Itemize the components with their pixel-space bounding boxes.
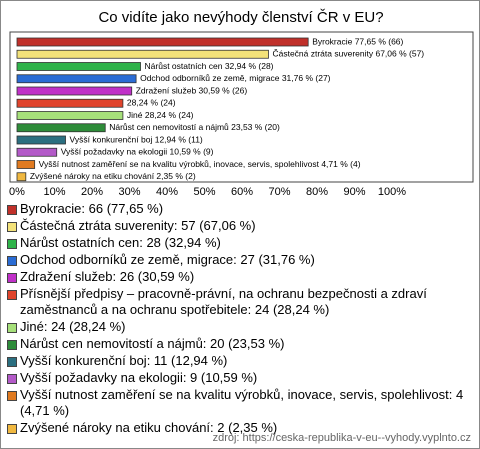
bar [16,111,124,120]
legend-label: Nárůst ostatních cen: 28 (32,94 %) [20,235,221,250]
bar [16,86,133,96]
bar-label: Nárůst ostatních cen 32,94 % (28) [145,61,274,71]
legend-label: Zdražení služeb: 26 (30,59 %) [20,269,195,284]
legend-swatch [7,357,17,367]
bar-label: 28,24 % (24) [127,98,176,108]
legend-swatch [7,424,17,434]
bar [16,147,58,157]
legend-item: Nárůst cen nemovitostí a nájmů: 20 (23,5… [7,336,473,352]
bar [16,62,141,71]
x-tick-label: 90% [343,186,365,198]
legend-item: Vyšší nutnost zaměření se na kvalitu výr… [7,387,473,419]
legend-swatch [7,222,17,232]
legend-label: Byrokracie: 66 (77,65 %) [20,201,164,216]
bar-label: Vyšší nutnost zaměření se na kvalitu výr… [39,159,361,169]
bar [16,74,137,84]
legend-item: Přísnější předpisy – pracovně-právní, na… [7,286,473,318]
legend-swatch [7,391,17,401]
legend-label: Jiné: 24 (28,24 %) [20,319,126,334]
bar [16,172,27,182]
legend-swatch [7,239,17,249]
x-tick-label: 0% [9,186,25,198]
legend-item: Jiné: 24 (28,24 %) [7,319,473,335]
x-tick-label: 100% [378,186,406,198]
bar-label: Jiné 28,24 % (24) [127,110,194,120]
source: zdroj: https://ceska-republika-v-eu--vyh… [212,432,471,444]
legend-swatch [7,374,17,384]
legend-item: Zdražení služeb: 26 (30,59 %) [7,269,473,285]
legend-item: Zvýšené nároky na etiku chování: 2 (2,35… [7,420,473,436]
x-tick-label: 50% [193,186,215,198]
legend-label: Zvýšené nároky na etiku chování: 2 (2,35… [20,420,278,435]
legend-item: Vyšší konkurenční boj: 11 (12,94 %) [7,353,473,369]
legend-label: Částečná ztráta suverenity: 57 (67,06 %) [20,218,256,233]
legend-swatch [7,323,17,333]
bar-label: Zdražení služeb 30,59 % (26) [136,85,248,95]
bar-label: Odchod odborníků ze země, migrace 31,76 … [140,73,331,83]
x-tick-label: 70% [268,186,290,198]
x-tick-label: 40% [156,186,178,198]
legend-label: Vyšší nutnost zaměření se na kvalitu výr… [20,387,464,418]
x-tick-label: 80% [306,186,328,198]
legend-item: Byrokracie: 66 (77,65 %) [7,201,473,217]
legend-swatch [7,256,17,266]
legend-label: Nárůst cen nemovitostí a nájmů: 20 (23,5… [20,336,285,351]
legend-swatch [7,290,17,300]
bar-label: Vyšší konkurenční boj 12,94 % (11) [70,134,203,144]
chart-title: Co vidíte jako nevýhody členství ČR v EU… [98,9,383,26]
legend-swatch [7,273,17,283]
legend-swatch [7,340,17,350]
plot-frame [9,31,474,183]
bar-label: Vyšší požadavky na ekologii 10,59 % (9) [61,147,214,157]
chart: Co vidíte jako nevýhody členství ČR v EU… [9,9,474,198]
bar [16,123,106,133]
bar-label: Zvýšené nároky na etiku chování 2,35 % (… [30,171,196,181]
legend-swatch [7,205,17,215]
legend-label: Odchod odborníků ze země, migrace: 27 (3… [20,252,315,267]
bar [16,49,269,59]
legend-label: Vyšší konkurenční boj: 11 (12,94 %) [20,353,228,368]
legend: Byrokracie: 66 (77,65 %) Částečná ztráta … [7,201,473,437]
x-tick-label: 20% [81,186,103,198]
bar [16,98,124,108]
legend-label: Vyšší požadavky na ekologii: 9 (10,59 %) [20,370,258,385]
bar-label: Částečná ztráta suverenity 67,06 % (57) [272,49,424,59]
legend-label: Přísnější předpisy – pracovně-právní, na… [20,286,427,317]
bar-label: Nárůst cen nemovitostí a nájmů 23,53 % (… [109,122,280,132]
bar [16,37,309,47]
x-tick-label: 30% [118,186,140,198]
x-tick-label: 10% [43,186,65,198]
bar-label: Byrokracie 77,65 % (66) [312,36,403,46]
legend-item: Částečná ztráta suverenity: 57 (67,06 %) [7,218,473,234]
bar [16,135,66,145]
legend-item: Vyšší požadavky na ekologii: 9 (10,59 %) [7,370,473,386]
x-tick-label: 60% [231,186,253,198]
bar [16,160,36,169]
legend-item: Odchod odborníků ze země, migrace: 27 (3… [7,252,473,268]
legend-item: Nárůst ostatních cen: 28 (32,94 %) [7,235,473,251]
